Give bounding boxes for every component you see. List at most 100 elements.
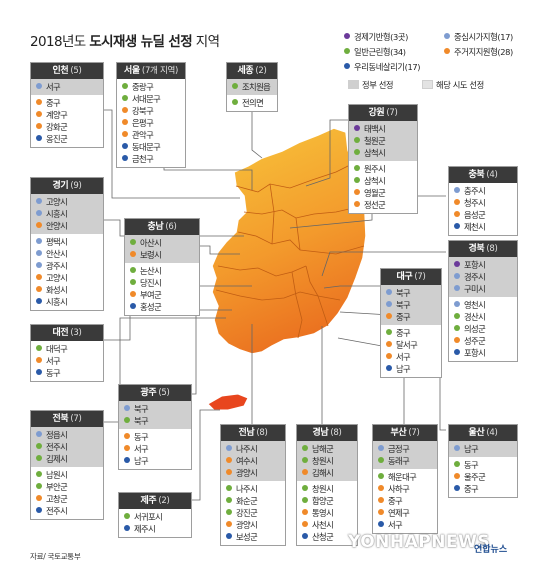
type-dot-icon	[454, 199, 460, 205]
district-item: 남구	[381, 363, 441, 375]
district-item: 나주시	[221, 483, 285, 495]
city-selected-group: 원주시 삼척시 영월군 정선군	[349, 161, 417, 213]
type-dot-icon	[386, 301, 392, 307]
type-dot-icon	[454, 445, 460, 451]
district-item: 부안군	[31, 481, 103, 493]
leader-lines	[104, 98, 446, 501]
district-name: 서구	[388, 520, 403, 530]
district-item: 서구	[119, 443, 191, 455]
legend-dot-icon	[444, 33, 450, 39]
page-title: 2018년도 도시재생 뉴딜 선정 지역	[30, 30, 220, 50]
region-name: 전남	[238, 428, 255, 438]
type-dot-icon	[122, 119, 128, 125]
district-item: 부여군	[125, 289, 199, 301]
type-dot-icon	[36, 135, 42, 141]
region-box: 제주 (2) 서귀포시 제주시	[118, 492, 192, 538]
legend-dot-icon	[444, 48, 450, 54]
type-dot-icon	[378, 457, 384, 463]
gov-selected-group: 남해군 창원시 김해시	[297, 441, 357, 481]
type-dot-icon	[386, 289, 392, 295]
region-name: 강원	[368, 108, 385, 118]
district-item: 전주시	[31, 441, 103, 453]
district-item: 해운대구	[373, 471, 437, 483]
type-dot-icon	[36, 99, 42, 105]
region-header: 충남 (6)	[125, 219, 199, 235]
district-name: 산청군	[312, 532, 334, 542]
district-name: 정읍시	[46, 430, 68, 440]
district-item: 창원시	[297, 455, 357, 467]
district-name: 전의면	[242, 98, 264, 108]
type-dot-icon	[130, 279, 136, 285]
type-dot-icon	[124, 525, 130, 531]
type-dot-icon	[124, 445, 130, 451]
region-header: 광주 (5)	[119, 385, 191, 401]
type-dot-icon	[302, 485, 308, 491]
title-suffix: 지역	[195, 34, 220, 50]
legend-item: 중심시가지형(17)	[444, 30, 513, 44]
district-item: 제주시	[119, 523, 191, 535]
legend-city-selection: 해당 시도 선정	[422, 78, 484, 92]
region-name: 제주	[140, 496, 157, 506]
watermark-brand: 연합뉴스	[474, 545, 508, 555]
district-name: 전주시	[46, 506, 68, 516]
district-item: 정선군	[349, 199, 417, 211]
region-box: 전북 (7) 정읍시 전주시 김제시 남원시 부안군 고창군 전주시	[30, 410, 104, 520]
district-name: 북구	[396, 288, 411, 298]
region-count: (4)	[486, 170, 498, 180]
district-item: 광양시	[221, 467, 285, 479]
type-dot-icon	[36, 274, 42, 280]
type-dot-icon	[386, 353, 392, 359]
district-name: 김제시	[46, 454, 68, 464]
type-dot-icon	[354, 165, 360, 171]
district-name: 전주시	[46, 442, 68, 452]
type-dot-icon	[354, 177, 360, 183]
city-selected-group: 대덕구 서구 동구	[31, 341, 103, 381]
type-dot-icon	[302, 497, 308, 503]
title-main: 도시재생 뉴딜 선정	[89, 34, 193, 50]
city-selected-group: 평택시 안산시 광주시 고양시 화성시 시흥시	[31, 234, 103, 310]
district-name: 충주시	[464, 186, 486, 196]
district-name: 중구	[464, 484, 479, 494]
district-item: 포항시	[449, 259, 517, 271]
type-dot-icon	[454, 337, 460, 343]
district-name: 금정구	[388, 444, 410, 454]
type-dot-icon	[454, 223, 460, 229]
district-item: 보성군	[221, 531, 285, 543]
type-dot-icon	[124, 457, 130, 463]
gov-selected-group: 포항시 경주시 구미시	[449, 257, 517, 297]
type-dot-icon	[130, 251, 136, 257]
district-name: 남구	[464, 444, 479, 454]
district-name: 광양시	[236, 520, 258, 530]
district-item: 서구	[373, 519, 437, 531]
type-dot-icon	[386, 341, 392, 347]
city-selected-group: 서귀포시 제주시	[119, 509, 191, 537]
district-item: 남원시	[31, 469, 103, 481]
district-item: 제천시	[449, 221, 517, 233]
district-item: 동대문구	[117, 141, 185, 153]
type-dot-icon	[36, 250, 42, 256]
district-item: 북구	[381, 287, 441, 299]
type-dot-icon	[122, 131, 128, 137]
district-item: 남구	[119, 455, 191, 467]
district-name: 삼척시	[364, 176, 386, 186]
region-name: 울산	[468, 428, 485, 438]
district-item: 전의면	[227, 97, 277, 109]
korea-mainland-shape	[211, 127, 367, 355]
district-name: 의성군	[464, 324, 486, 334]
district-name: 광양시	[236, 468, 258, 478]
type-dot-icon	[378, 497, 384, 503]
district-name: 철원군	[364, 136, 386, 146]
city-selected-group: 남원시 부안군 고창군 전주시	[31, 467, 103, 519]
type-dot-icon	[122, 155, 128, 161]
region-header: 경남 (8)	[297, 425, 357, 441]
city-selected-group: 동구 울주군 중구	[449, 457, 517, 497]
district-name: 나주시	[236, 444, 258, 454]
region-box: 울산 (4) 남구 동구 울주군 중구	[448, 424, 518, 498]
type-dot-icon	[36, 431, 42, 437]
region-name: 세종	[237, 66, 254, 76]
district-item: 전주시	[31, 505, 103, 517]
district-item: 서구	[31, 355, 103, 367]
district-name: 홍성군	[140, 302, 162, 312]
legend-label: 주거지지원형(28)	[454, 47, 513, 57]
district-name: 정선군	[364, 200, 386, 210]
